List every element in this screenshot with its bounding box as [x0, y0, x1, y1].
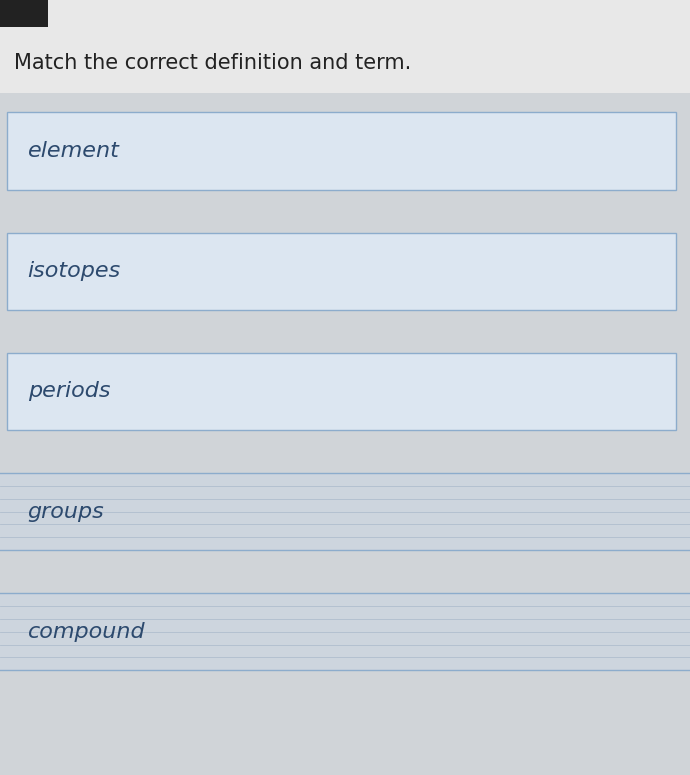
FancyBboxPatch shape [0, 0, 690, 93]
FancyBboxPatch shape [7, 353, 676, 430]
Text: groups: groups [28, 501, 104, 522]
FancyBboxPatch shape [0, 0, 48, 27]
FancyBboxPatch shape [0, 473, 690, 550]
Text: periods: periods [28, 381, 110, 401]
Text: compound: compound [28, 622, 145, 642]
FancyBboxPatch shape [7, 112, 676, 190]
Text: element: element [28, 141, 119, 161]
Text: Match the correct definition and term.: Match the correct definition and term. [14, 53, 411, 73]
FancyBboxPatch shape [0, 593, 690, 670]
FancyBboxPatch shape [7, 232, 676, 310]
Text: isotopes: isotopes [28, 261, 121, 281]
